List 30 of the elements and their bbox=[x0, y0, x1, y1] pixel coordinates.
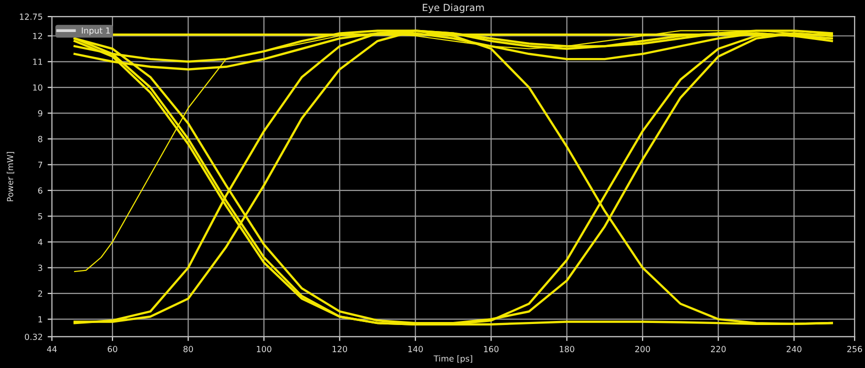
x-tick-label: 256 bbox=[847, 346, 862, 352]
chart-title: Eye Diagram bbox=[422, 4, 484, 14]
y-tick-label: 3 bbox=[38, 264, 42, 271]
y-tick-label: 7 bbox=[38, 162, 42, 168]
x-tick-label: 220 bbox=[710, 346, 726, 352]
y-tick-label: 9 bbox=[38, 110, 42, 116]
x-tick-label: 100 bbox=[256, 346, 272, 352]
y-tick-label: 12.75 bbox=[20, 14, 42, 20]
x-axis-title: Time [ps] bbox=[434, 355, 472, 364]
x-tick-label: 240 bbox=[786, 346, 802, 352]
y-axis-title: Power [mW] bbox=[6, 152, 14, 202]
y-tick-label: 11 bbox=[33, 58, 42, 65]
y-tick-label: 12 bbox=[33, 32, 42, 40]
y-tick-label: 5 bbox=[38, 213, 42, 220]
x-tick-label: 140 bbox=[408, 346, 423, 352]
x-tick-label: 44 bbox=[47, 346, 57, 352]
x-tick-label: 80 bbox=[183, 346, 193, 352]
series-label: Input 1 bbox=[82, 27, 110, 36]
y-tick-label: 0.32 bbox=[24, 334, 42, 340]
x-tick-label: 160 bbox=[484, 346, 499, 352]
x-tick-label: 120 bbox=[332, 346, 348, 352]
x-tick-label: 200 bbox=[635, 346, 650, 352]
y-tick-label: 1 bbox=[38, 316, 42, 322]
y-tick-label: 2 bbox=[38, 290, 42, 297]
x-tick-label: 60 bbox=[108, 346, 118, 352]
y-tick-label: 10 bbox=[33, 84, 42, 91]
x-tick-label: 180 bbox=[560, 346, 574, 352]
y-tick-label: 6 bbox=[38, 187, 42, 194]
y-tick-label: 8 bbox=[38, 136, 42, 142]
y-tick-label: 4 bbox=[38, 239, 42, 246]
